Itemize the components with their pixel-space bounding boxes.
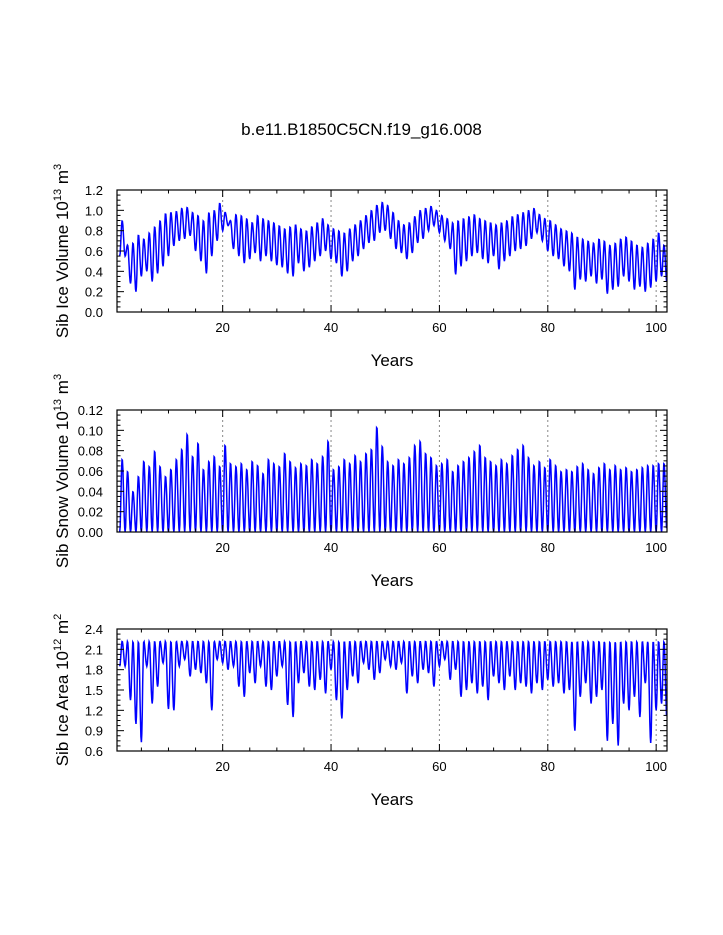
x-tick-label: 100 bbox=[645, 320, 667, 335]
y-tick-label: 0.00 bbox=[78, 525, 103, 540]
axis-ticks bbox=[117, 189, 667, 313]
x-tick-labels: 20 40 60 80 100 bbox=[215, 320, 667, 335]
axis-ticks bbox=[117, 628, 667, 752]
y-tick-label: 0.4 bbox=[85, 264, 103, 279]
series-line bbox=[118, 425, 668, 533]
y-tick-label: 1.2 bbox=[85, 183, 103, 198]
x-tick-label: 100 bbox=[645, 540, 667, 555]
y-tick-label: 1.8 bbox=[85, 663, 103, 678]
reference-lines bbox=[222, 629, 657, 751]
y-tick-label: 2.1 bbox=[85, 642, 103, 657]
reference-lines bbox=[222, 410, 657, 532]
y-tick-label: 0.12 bbox=[78, 403, 103, 418]
x-tick-labels: 20 40 60 80 100 bbox=[215, 759, 667, 774]
x-tick-label: 20 bbox=[215, 320, 229, 335]
x-tick-labels: 20 40 60 80 100 bbox=[215, 540, 667, 555]
y-tick-labels: 0.0 0.2 0.4 0.6 0.8 1.0 1.2 bbox=[85, 183, 103, 320]
y-axis-label-unit-exponent: 2 bbox=[52, 614, 64, 620]
series-line bbox=[118, 638, 668, 746]
y-axis-label: Sib Ice Volume 1013 m3 bbox=[52, 164, 72, 338]
x-tick-label: 40 bbox=[324, 540, 338, 555]
y-axis-label-main: Sib Ice Area 10 bbox=[53, 651, 72, 766]
y-axis-label-unit: m bbox=[53, 620, 72, 639]
y-axis-label-exponent: 13 bbox=[52, 189, 64, 201]
x-axis-label: Years bbox=[371, 571, 414, 590]
y-axis-label-unit-exponent: 3 bbox=[52, 374, 64, 380]
series-line bbox=[118, 201, 668, 294]
x-tick-label: 60 bbox=[432, 759, 446, 774]
y-axis-label: Sib Snow Volume 1013 m3 bbox=[52, 374, 72, 568]
x-axis-label: Years bbox=[371, 351, 414, 370]
y-tick-label: 0.06 bbox=[78, 464, 103, 479]
y-tick-label: 0.2 bbox=[85, 285, 103, 300]
panel-snow-volume: 20 40 60 80 100 0.00 0.02 0.04 0.06 0.08 0.10 0.12… bbox=[52, 374, 668, 590]
y-tick-labels: 0.6 0.9 1.2 1.5 1.8 2.1 2.4 bbox=[85, 622, 103, 759]
y-tick-label: 0.0 bbox=[85, 305, 103, 320]
panel-ice-volume: 20 40 60 80 100 0.00.20.40.60.81.01.2 Years … bbox=[52, 164, 668, 370]
x-tick-label: 80 bbox=[541, 320, 555, 335]
y-tick-label: 0.9 bbox=[85, 724, 103, 739]
y-tick-label: 0.8 bbox=[85, 224, 103, 239]
x-tick-label: 80 bbox=[541, 759, 555, 774]
x-tick-label: 40 bbox=[324, 320, 338, 335]
x-tick-label: 80 bbox=[541, 540, 555, 555]
y-tick-label: 0.6 bbox=[85, 244, 103, 259]
y-axis-label: Sib Ice Area 1012 m2 bbox=[52, 614, 72, 767]
y-tick-label: 0.04 bbox=[78, 484, 103, 499]
y-tick-label: 0.02 bbox=[78, 505, 103, 520]
axis-ticks bbox=[117, 409, 667, 533]
x-tick-label: 60 bbox=[432, 540, 446, 555]
page-title: b.e11.B1850C5CN.f19_g16.008 bbox=[241, 120, 482, 139]
y-tick-label: 0.10 bbox=[78, 423, 103, 438]
y-tick-label: 1.0 bbox=[85, 203, 103, 218]
y-axis-label-exponent: 13 bbox=[52, 399, 64, 411]
y-tick-label: 1.5 bbox=[85, 683, 103, 698]
panel-ice-area: 20 40 60 80 100 0.60.91.21.51.82.12.4 Years … bbox=[52, 614, 668, 809]
x-tick-label: 100 bbox=[645, 759, 667, 774]
y-axis-label-unit: m bbox=[53, 380, 72, 399]
y-tick-label: 1.2 bbox=[85, 703, 103, 718]
x-tick-label: 40 bbox=[324, 759, 338, 774]
y-tick-label: 0.6 bbox=[85, 744, 103, 759]
x-tick-label: 20 bbox=[215, 540, 229, 555]
y-axis-label-main: Sib Snow Volume 10 bbox=[53, 411, 72, 568]
reference-lines bbox=[222, 190, 657, 312]
x-tick-label: 60 bbox=[432, 320, 446, 335]
y-axis-label-unit-exponent: 3 bbox=[52, 164, 64, 170]
x-axis-label: Years bbox=[371, 790, 414, 809]
y-axis-label-exponent: 12 bbox=[52, 639, 64, 651]
y-tick-labels: 0.00 0.02 0.04 0.06 0.08 0.10 0.12 bbox=[78, 403, 103, 540]
y-tick-label: 0.08 bbox=[78, 444, 103, 459]
y-axis-label-unit: m bbox=[53, 170, 72, 189]
y-axis-label-main: Sib Ice Volume 10 bbox=[53, 201, 72, 338]
x-tick-label: 20 bbox=[215, 759, 229, 774]
y-tick-label: 2.4 bbox=[85, 622, 103, 637]
